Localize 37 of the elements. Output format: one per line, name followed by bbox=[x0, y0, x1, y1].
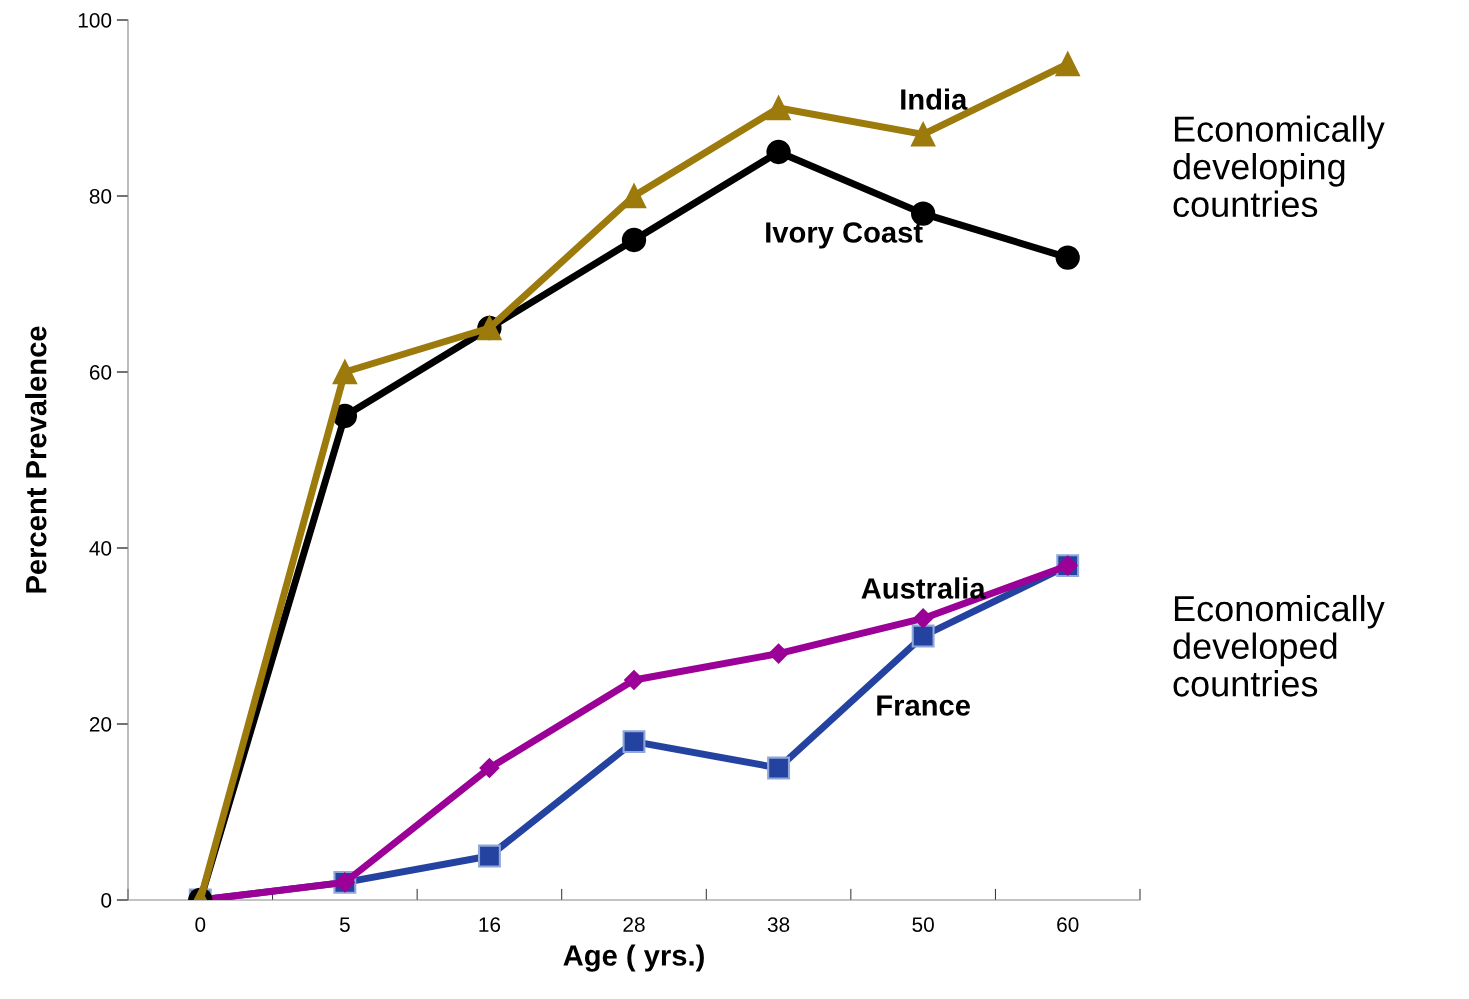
point bbox=[768, 643, 789, 664]
y-axis-title: Percent Prevalence bbox=[25, 326, 47, 593]
y-tick-label: 40 bbox=[89, 541, 112, 556]
text: Economically developing countries bbox=[1173, 115, 1385, 218]
series-label: India bbox=[901, 88, 968, 110]
x-tick-label: 16 bbox=[479, 917, 501, 932]
point bbox=[332, 359, 358, 385]
point bbox=[1055, 51, 1080, 77]
series-label: France bbox=[877, 695, 970, 716]
point bbox=[913, 608, 934, 629]
series-label: Ivory Coast bbox=[766, 222, 923, 249]
series-label: Australia bbox=[861, 577, 986, 599]
point bbox=[767, 756, 791, 780]
y-tick-label: 60 bbox=[89, 365, 112, 380]
point bbox=[621, 227, 647, 253]
y-tick-label: 100 bbox=[78, 13, 112, 28]
point bbox=[477, 844, 501, 868]
point bbox=[911, 624, 935, 648]
point bbox=[622, 730, 646, 754]
x-tick-label: 0 bbox=[195, 917, 206, 932]
point bbox=[766, 95, 791, 121]
x-tick-label: 50 bbox=[912, 917, 934, 932]
y-tick-label: 0 bbox=[101, 893, 112, 908]
y-tick-label: 20 bbox=[89, 717, 112, 732]
point bbox=[1055, 245, 1080, 270]
point bbox=[910, 122, 936, 147]
text: Economically developed countries bbox=[1173, 594, 1385, 697]
x-axis-title: Age ( yrs.) bbox=[563, 944, 704, 972]
y-tick-label: 80 bbox=[89, 189, 112, 204]
x-tick-label: 38 bbox=[767, 917, 790, 932]
x-tick-label: 28 bbox=[623, 917, 645, 932]
point bbox=[332, 403, 358, 429]
x-tick-label: 5 bbox=[339, 917, 350, 932]
x-tick-label: 60 bbox=[1057, 917, 1079, 932]
point bbox=[624, 670, 644, 690]
point bbox=[766, 139, 791, 165]
point bbox=[479, 758, 500, 778]
